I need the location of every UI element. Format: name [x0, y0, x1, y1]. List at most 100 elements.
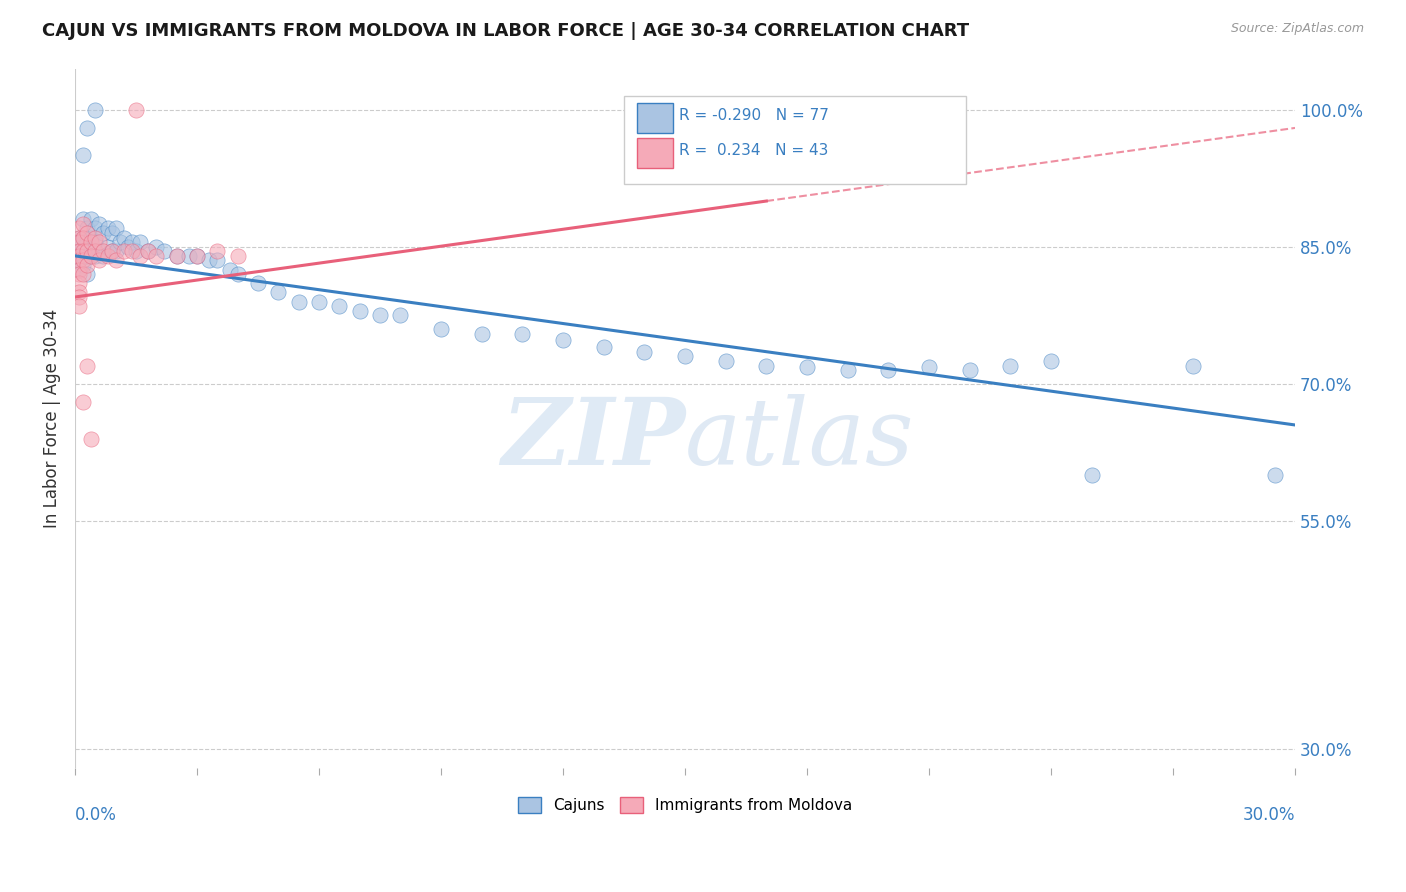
Point [93, 226, 115, 240]
Point [72, 240, 94, 254]
Point [136, 244, 159, 259]
Point [72, 249, 94, 263]
Point [207, 244, 229, 259]
Point [186, 249, 208, 263]
Point [67, 249, 90, 263]
Point [121, 244, 143, 259]
Point [226, 249, 249, 263]
Point [125, 103, 148, 117]
Point [1080, 468, 1102, 483]
Point [673, 350, 696, 364]
Point [104, 244, 127, 259]
Point [104, 253, 127, 268]
Point [80, 432, 103, 446]
Point [76, 226, 98, 240]
Point [67, 253, 90, 268]
Text: R =  0.234   N = 43: R = 0.234 N = 43 [679, 144, 828, 159]
Y-axis label: In Labor Force | Age 30-34: In Labor Force | Age 30-34 [44, 309, 60, 528]
Point [145, 240, 167, 254]
Point [959, 363, 981, 377]
Point [308, 294, 330, 309]
Point [328, 299, 350, 313]
Point [633, 344, 655, 359]
Point [72, 230, 94, 244]
Point [89, 235, 111, 249]
Point [129, 249, 152, 263]
Point [84, 221, 107, 235]
Point [368, 308, 391, 322]
Point [80, 230, 103, 244]
Point [207, 253, 229, 268]
Point [67, 244, 90, 259]
Point [96, 240, 118, 254]
Point [166, 249, 188, 263]
Point [104, 221, 127, 235]
Point [76, 359, 98, 373]
Point [918, 360, 941, 375]
Text: atlas: atlas [685, 394, 914, 484]
Text: CAJUN VS IMMIGRANTS FROM MOLDOVA IN LABOR FORCE | AGE 30-34 CORRELATION CHART: CAJUN VS IMMIGRANTS FROM MOLDOVA IN LABO… [42, 22, 969, 40]
Point [1182, 359, 1205, 373]
Point [198, 253, 221, 268]
Point [108, 235, 131, 249]
Point [89, 253, 111, 268]
Point [267, 285, 290, 300]
Point [1264, 468, 1286, 483]
Point [76, 120, 98, 135]
Point [67, 230, 90, 244]
Point [136, 244, 159, 259]
Point [145, 249, 167, 263]
Point [72, 258, 94, 272]
Point [471, 326, 494, 341]
Legend: Cajuns, Immigrants from Moldova: Cajuns, Immigrants from Moldova [512, 791, 858, 820]
Point [551, 333, 574, 347]
Point [96, 249, 118, 263]
Point [186, 249, 208, 263]
Point [112, 244, 135, 259]
Point [592, 340, 614, 354]
Point [72, 230, 94, 244]
Text: 30.0%: 30.0% [1243, 806, 1295, 824]
Point [93, 249, 115, 263]
Point [72, 267, 94, 281]
Point [72, 244, 94, 259]
Point [112, 230, 135, 244]
FancyBboxPatch shape [637, 103, 673, 133]
Point [349, 303, 371, 318]
Point [100, 244, 122, 259]
Point [76, 249, 98, 263]
Point [76, 221, 98, 235]
Point [1000, 359, 1022, 373]
Point [67, 290, 90, 304]
Point [837, 363, 859, 377]
Point [755, 359, 778, 373]
FancyBboxPatch shape [637, 138, 673, 168]
Point [100, 226, 122, 240]
Point [877, 363, 900, 377]
Point [389, 308, 412, 322]
Point [67, 253, 90, 268]
Point [84, 230, 107, 244]
Point [512, 326, 534, 341]
Point [129, 235, 152, 249]
Point [121, 235, 143, 249]
Point [67, 221, 90, 235]
Point [76, 244, 98, 259]
Point [76, 258, 98, 272]
Point [67, 277, 90, 291]
Point [72, 217, 94, 231]
Point [1040, 354, 1063, 368]
Point [84, 235, 107, 249]
Point [67, 235, 90, 249]
Point [117, 240, 139, 254]
Point [67, 244, 90, 259]
Point [67, 235, 90, 249]
Text: 0.0%: 0.0% [75, 806, 117, 824]
Point [67, 267, 90, 281]
Point [287, 294, 309, 309]
Point [67, 262, 90, 277]
Point [93, 244, 115, 259]
Point [76, 267, 98, 281]
Point [72, 395, 94, 409]
Point [125, 244, 148, 259]
